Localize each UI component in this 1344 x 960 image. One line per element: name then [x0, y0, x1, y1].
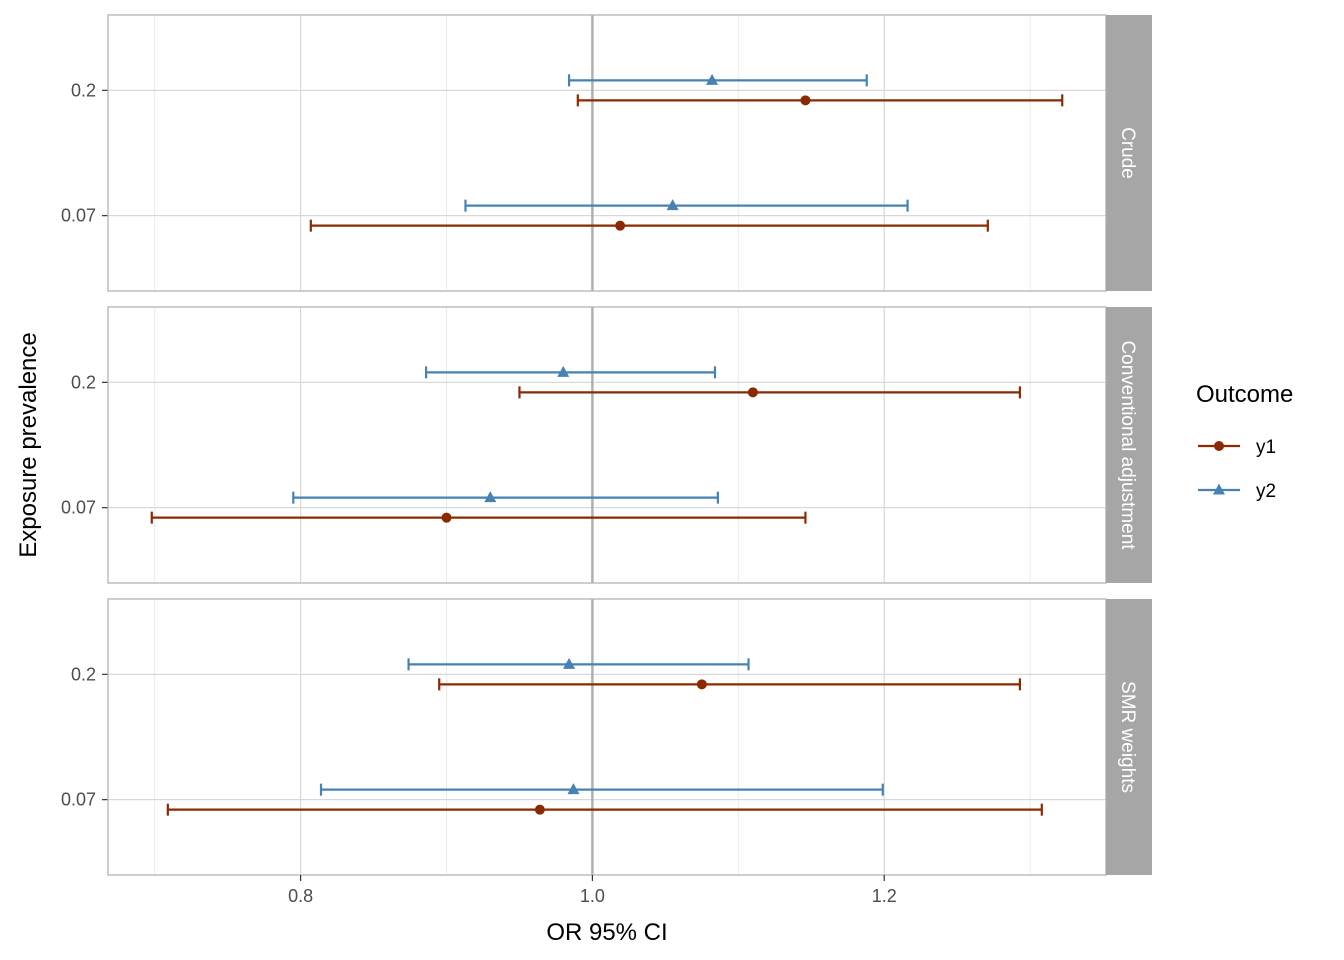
point-estimate — [615, 220, 626, 231]
y-tick-label: 0.2 — [71, 372, 96, 392]
panel-background — [108, 307, 1106, 583]
panel-background — [108, 599, 1106, 875]
errorbar-y1 — [166, 803, 1043, 816]
errorbar-y1 — [576, 94, 1064, 107]
strip-label: Crude — [1117, 127, 1138, 179]
strip-background — [1106, 599, 1152, 875]
y-tick-label: 0.07 — [61, 790, 96, 810]
errorbar-y1 — [150, 511, 807, 524]
errorbar-y2 — [407, 657, 750, 671]
legend: Outcome y1 y2 — [1196, 381, 1293, 502]
point-estimate — [563, 657, 576, 669]
panel-crude: 0.2 0.07 Crude — [61, 14, 1152, 292]
errorbar-y1 — [438, 678, 1022, 691]
legend-entry-y1: y1 — [1198, 437, 1276, 458]
strip-label: SMR weights — [1117, 681, 1138, 793]
x-tick-label: 1.2 — [872, 886, 897, 906]
point-estimate — [534, 804, 545, 815]
point-estimate — [567, 783, 580, 795]
panel-smr-weights: 0.2 0.07 SMR weights — [61, 598, 1152, 876]
y-tick-label: 0.07 — [61, 206, 96, 226]
strip-label: Conventional adjustment — [1117, 340, 1138, 550]
errorbar-y1 — [309, 219, 989, 232]
x-tick-label: 1.0 — [580, 886, 605, 906]
y-tick-label: 0.2 — [71, 80, 96, 100]
y-tick-label: 0.2 — [71, 664, 96, 684]
legend-label: y1 — [1256, 437, 1276, 458]
x-axis-title: OR 95% CI — [546, 919, 667, 946]
legend-entry-y2: y2 — [1198, 481, 1276, 502]
legend-key-marker — [1213, 483, 1225, 495]
point-estimate — [441, 512, 452, 523]
point-estimate — [696, 679, 707, 690]
panel-conventional-adjustment: 0.2 0.07 Conventional adjustment — [61, 306, 1152, 584]
panels: 0.2 0.07 Crude 0.2 0.07 Conventional adjustme… — [61, 14, 1152, 876]
x-axis: 0.8 1.0 1.2 — [288, 875, 897, 906]
point-estimate — [800, 95, 811, 106]
errorbar-y2 — [292, 491, 719, 504]
errorbar-y2 — [567, 73, 868, 87]
point-estimate — [666, 199, 679, 211]
y-tick-label: 0.07 — [61, 498, 96, 518]
point-estimate — [747, 387, 758, 398]
y-axis-title: Exposure prevalence — [15, 332, 42, 557]
point-estimate — [484, 491, 497, 503]
errorbar-y2 — [464, 199, 909, 212]
x-tick-label: 0.8 — [288, 886, 313, 906]
legend-title: Outcome — [1196, 381, 1293, 408]
strip-background — [1106, 307, 1152, 583]
legend-label: y2 — [1256, 481, 1276, 502]
panel-background — [108, 15, 1106, 291]
legend-key-marker — [1214, 441, 1224, 451]
errorbar-y2 — [424, 365, 717, 379]
strip-background — [1106, 15, 1152, 291]
point-estimate — [706, 73, 719, 85]
errorbar-y2 — [319, 783, 884, 796]
point-estimate — [557, 365, 570, 377]
errorbar-y1 — [518, 386, 1022, 399]
